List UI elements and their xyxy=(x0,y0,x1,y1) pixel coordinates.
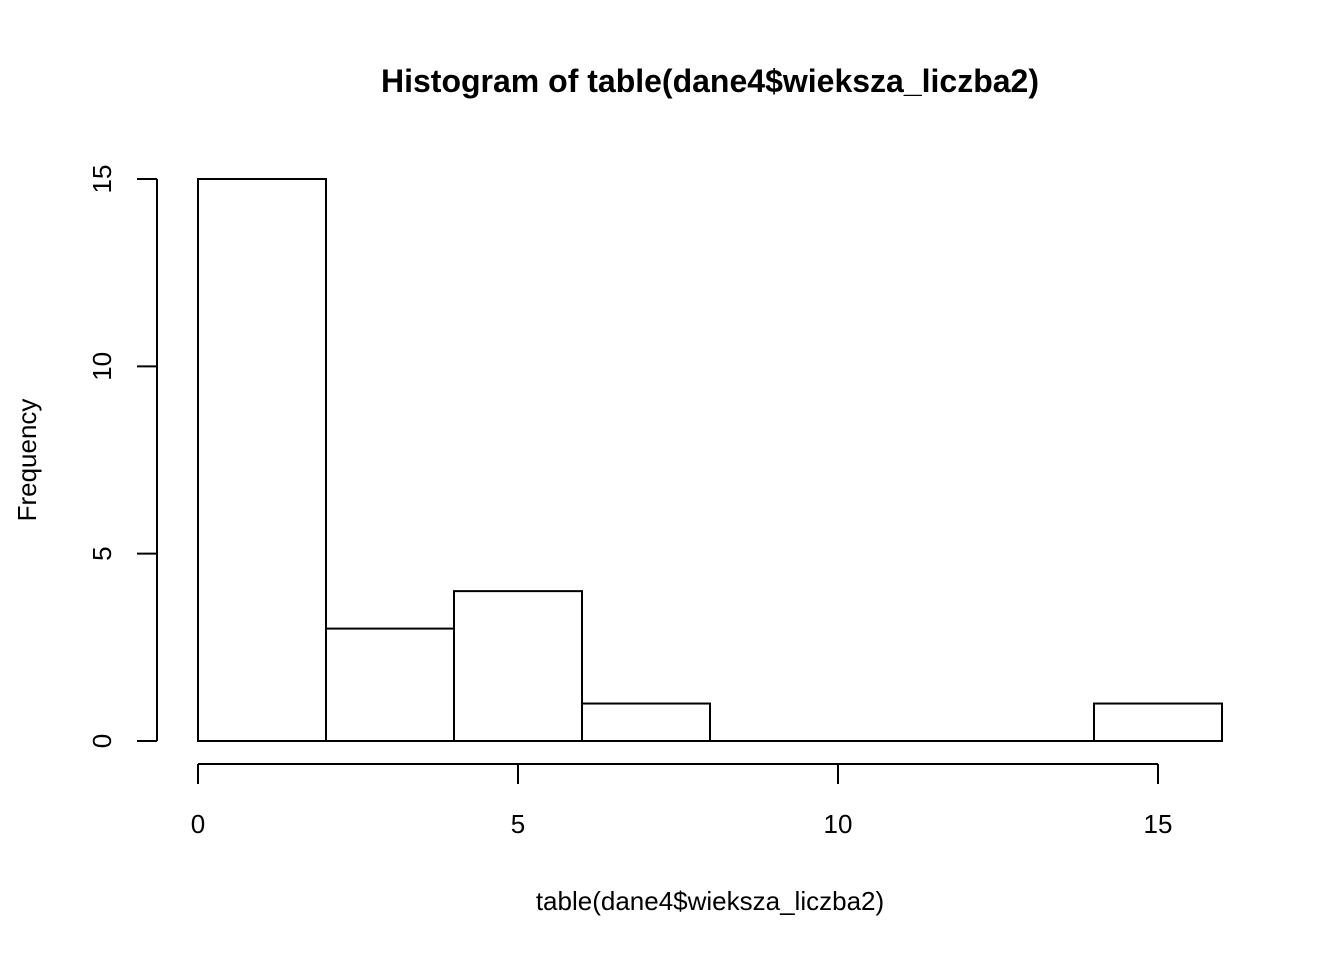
bars-group xyxy=(197,178,1223,743)
y-tick-label: 15 xyxy=(87,165,117,194)
y-tick-label: 5 xyxy=(87,546,117,560)
x-axis-label: table(dane4$wieksza_liczba2) xyxy=(536,886,884,916)
chart-title: Histogram of table(dane4$wieksza_liczba2… xyxy=(381,63,1039,99)
x-tick-label: 15 xyxy=(1144,809,1173,839)
x-tick-label: 10 xyxy=(824,809,853,839)
y-tick-label: 10 xyxy=(87,352,117,381)
histogram-bar xyxy=(453,590,583,743)
y-axis: 0 5 10 15 xyxy=(87,165,158,748)
histogram-bar xyxy=(581,702,711,742)
x-axis: 0 5 10 15 xyxy=(191,763,1173,839)
y-axis-label: Frequency xyxy=(12,399,42,522)
histogram-bar xyxy=(1093,702,1223,742)
x-tick-label: 0 xyxy=(191,809,205,839)
x-tick-label: 5 xyxy=(511,809,525,839)
histogram-bar xyxy=(197,178,327,742)
histogram-bar xyxy=(325,627,455,742)
y-tick-label: 0 xyxy=(87,734,117,748)
